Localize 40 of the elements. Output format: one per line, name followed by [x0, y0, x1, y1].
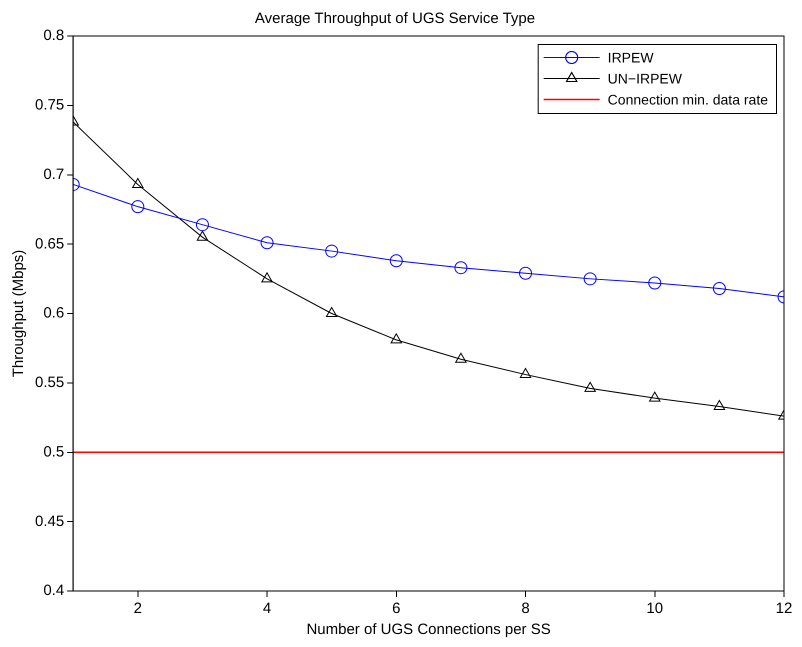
point [196, 230, 208, 241]
y-tick-label: 0.45 [34, 512, 64, 530]
point [390, 254, 403, 268]
legend-label: IRPEW [608, 49, 654, 66]
point [260, 236, 274, 250]
y-tick-label: 0.7 [43, 166, 64, 183]
point [584, 382, 596, 392]
point [261, 272, 273, 282]
x-tick-label: 4 [262, 600, 272, 618]
x-tick-label: 2 [134, 600, 142, 618]
point [520, 368, 532, 378]
legend-label: UN−IRPEW [608, 70, 683, 86]
point [519, 266, 532, 280]
y-tick-label: 0.65 [34, 235, 64, 252]
point [131, 200, 144, 214]
legend-label: Connection min. data rate [608, 91, 768, 108]
y-tick-label: 0.4 [43, 582, 64, 600]
x-tick-label: 8 [521, 600, 530, 618]
point [326, 307, 338, 317]
y-axis-title: Throughput (Mbps) [10, 250, 28, 378]
point [390, 333, 402, 344]
x-axis-title: Number of UGS Connections per SS [306, 621, 551, 638]
point [454, 261, 468, 274]
y-tick-label: 0.8 [43, 27, 64, 44]
x-tick-label: 10 [646, 600, 664, 618]
y-tick-label: 0.75 [34, 96, 64, 114]
point [649, 392, 660, 402]
x-tick-label: 12 [776, 600, 792, 618]
point [325, 244, 338, 258]
y-tick-label: 0.6 [43, 304, 64, 322]
point [712, 282, 726, 296]
y-tick-label: 0.5 [43, 443, 64, 460]
y-tick-label: 0.55 [34, 374, 64, 392]
point [648, 276, 662, 290]
point [714, 400, 726, 410]
point [455, 352, 467, 363]
point [196, 218, 209, 232]
point [584, 272, 597, 286]
chart-title: Average Throughput of UGS Service Type [254, 10, 536, 28]
x-tick-label: 6 [392, 600, 400, 618]
